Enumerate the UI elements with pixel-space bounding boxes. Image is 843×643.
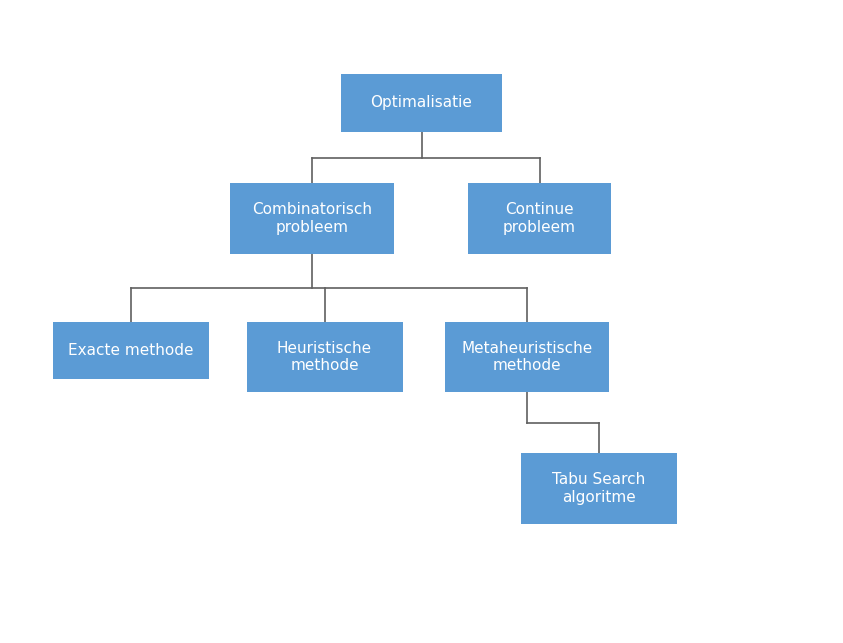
FancyBboxPatch shape bbox=[246, 322, 403, 392]
Text: Heuristische
methode: Heuristische methode bbox=[277, 341, 372, 373]
Text: Continue
probleem: Continue probleem bbox=[503, 203, 576, 235]
Text: Exacte methode: Exacte methode bbox=[68, 343, 193, 358]
FancyBboxPatch shape bbox=[468, 183, 611, 254]
FancyBboxPatch shape bbox=[341, 74, 502, 132]
Text: Optimalisatie: Optimalisatie bbox=[371, 95, 472, 111]
Text: Combinatorisch
probleem: Combinatorisch probleem bbox=[252, 203, 372, 235]
FancyBboxPatch shape bbox=[229, 183, 394, 254]
FancyBboxPatch shape bbox=[520, 453, 676, 524]
FancyBboxPatch shape bbox=[445, 322, 609, 392]
FancyBboxPatch shape bbox=[52, 322, 209, 379]
Text: Metaheuristische
methode: Metaheuristische methode bbox=[461, 341, 593, 373]
Text: Tabu Search
algoritme: Tabu Search algoritme bbox=[552, 473, 645, 505]
